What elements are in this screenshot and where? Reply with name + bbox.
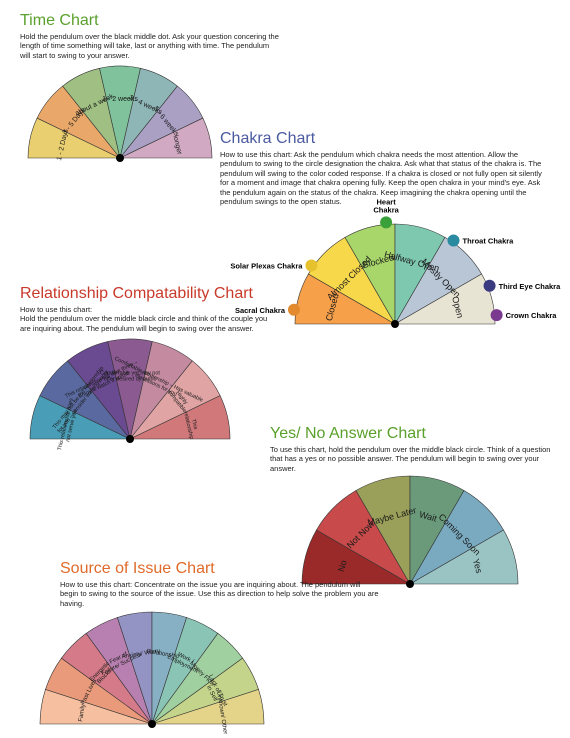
source-chart-fan: FamilyPast LivesEnergeticBlocksFear ofFa… — [30, 608, 274, 728]
chakra-dot — [484, 280, 496, 292]
center-dot — [116, 154, 124, 162]
source-chart-title: Source of Issue Chart — [60, 560, 380, 578]
relationship-chart-fan: This relationship doesnot serve youThis … — [20, 335, 240, 443]
chakra-dot-label: Throat Chakra — [463, 236, 515, 245]
chakra-dot — [288, 304, 300, 316]
relationship-chart-section: Relationship Compatability Chart How to … — [20, 285, 280, 333]
time-chart-section: Time Chart Hold the pendulum over the bl… — [20, 12, 280, 60]
chakra-dot-label: Crown Chakra — [506, 311, 558, 320]
chakra-dot-label: HeartChakra — [373, 197, 399, 214]
source-chart-desc: How to use this chart: Concentrate on th… — [60, 580, 380, 608]
chakra-dot — [491, 309, 503, 321]
center-dot — [126, 435, 134, 443]
chakra-dot-label: Third Eye Chakra — [499, 282, 562, 291]
relationship-chart-title: Relationship Compatability Chart — [20, 285, 280, 303]
relationship-chart-desc: How to use this chart: Hold the pendulum… — [20, 305, 280, 333]
center-dot — [391, 320, 399, 328]
yesno-chart-section: Yes/ No Answer Chart To use this chart, … — [270, 425, 560, 473]
source-chart-section: Source of Issue Chart How to use this ch… — [60, 560, 380, 608]
yesno-chart-desc: To use this chart, hold the pendulum ove… — [270, 445, 560, 473]
chakra-chart-section: Chakra Chart How to use this chart: Ask … — [220, 130, 550, 206]
chakra-dot — [305, 259, 317, 271]
chakra-chart-fan: ClosedAlmost ClosedBlockedHalfway OpenMo… — [240, 216, 550, 331]
time-chart-title: Time Chart — [20, 12, 280, 30]
time-chart-fan: 1 - 2 Days3 - 5 Daysabout a week1 - 2 we… — [20, 62, 220, 162]
chakra-dot — [448, 234, 460, 246]
center-dot — [406, 580, 414, 588]
chakra-dot — [380, 216, 392, 228]
chakra-dot-label: Solar Plexas Chakra — [230, 261, 303, 270]
center-dot — [148, 720, 156, 728]
yesno-chart-title: Yes/ No Answer Chart — [270, 425, 560, 443]
time-chart-desc: Hold the pendulum over the black middle … — [20, 32, 280, 60]
chakra-chart-title: Chakra Chart — [220, 130, 550, 148]
